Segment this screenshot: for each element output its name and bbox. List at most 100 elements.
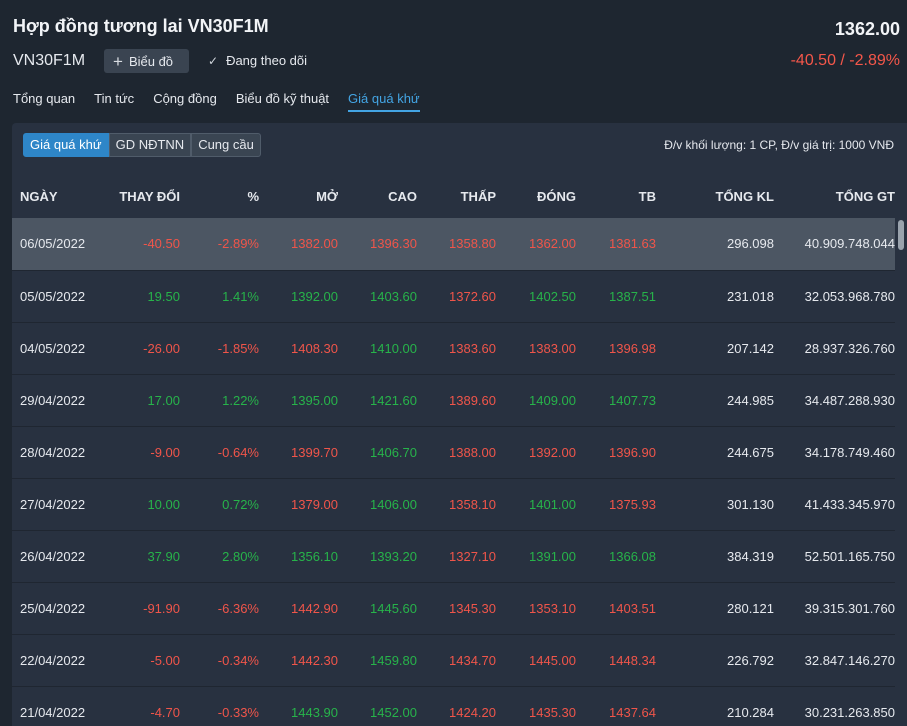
cell-total-volume: 244.675 — [656, 426, 774, 479]
cell-open: 1408.30 — [259, 322, 338, 375]
cell-low: 1434.70 — [417, 634, 496, 687]
cell-average: 1396.98 — [576, 322, 656, 375]
col-header-date[interactable]: NGÀY — [20, 188, 58, 204]
cell-close: 1409.00 — [496, 374, 576, 427]
cell-high: 1406.00 — [338, 478, 417, 531]
scrollbar-thumb[interactable] — [898, 220, 904, 250]
tab-technical-chart[interactable]: Biểu đồ kỹ thuật — [235, 91, 330, 106]
table-row[interactable]: 28/04/2022 -9.00 -0.64% 1399.70 1406.70 1388.… — [12, 426, 895, 479]
cell-total-value: 40.909.748.044 — [774, 218, 895, 271]
cell-open: 1399.70 — [259, 426, 338, 479]
table-header-row: NGÀY THAY ĐỔI % MỞ CAO THẤP ĐÓNG TB TỔNG… — [12, 174, 895, 218]
cell-high: 1406.70 — [338, 426, 417, 479]
cell-average: 1407.73 — [576, 374, 656, 427]
col-header-percent[interactable]: % — [247, 188, 259, 204]
tab-price-history[interactable]: Giá quá khứ — [348, 90, 420, 112]
tab-overview[interactable]: Tổng quan — [13, 91, 76, 106]
table-row[interactable]: 27/04/2022 10.00 0.72% 1379.00 1406.00 1358.1… — [12, 478, 895, 531]
cell-close: 1392.00 — [496, 426, 576, 479]
cell-average: 1448.34 — [576, 634, 656, 687]
last-price: 1362.00 — [834, 19, 900, 39]
check-icon: ✓ — [208, 53, 219, 68]
cell-total-volume: 296.098 — [656, 218, 774, 271]
tab-bar: Tổng quan Tin tức Cộng đồng Biểu đồ kỹ t… — [13, 90, 439, 112]
cell-open: 1392.00 — [259, 270, 338, 323]
cell-high: 1445.60 — [338, 582, 417, 635]
table-row[interactable]: 22/04/2022 -5.00 -0.34% 1442.30 1459.80 1434.… — [12, 634, 895, 687]
segment-supply-demand[interactable]: Cung cầu — [191, 133, 261, 157]
cell-close: 1401.00 — [496, 478, 576, 531]
cell-percent: 0.72% — [180, 478, 259, 531]
table-row[interactable]: 21/04/2022 -4.70 -0.33% 1443.90 1452.00 1424.… — [12, 686, 895, 726]
cell-total-value: 32.053.968.780 — [774, 270, 895, 323]
chart-button-label: Biểu đồ — [128, 53, 174, 69]
table-row[interactable]: 04/05/2022 -26.00 -1.85% 1408.30 1410.00 1383… — [12, 322, 895, 375]
cell-percent: 2.80% — [180, 530, 259, 583]
cell-total-volume: 226.792 — [656, 634, 774, 687]
cell-high: 1459.80 — [338, 634, 417, 687]
col-header-open[interactable]: MỞ — [316, 188, 338, 204]
cell-open: 1443.90 — [259, 686, 338, 726]
cell-date: 04/05/2022 — [12, 322, 102, 375]
table-row[interactable]: 29/04/2022 17.00 1.22% 1395.00 1421.60 1389.6… — [12, 374, 895, 427]
cell-low: 1389.60 — [417, 374, 496, 427]
cell-percent: -1.85% — [180, 322, 259, 375]
cell-open: 1395.00 — [259, 374, 338, 427]
cell-date: 27/04/2022 — [12, 478, 102, 531]
cell-percent: -6.36% — [180, 582, 259, 635]
history-panel: Giá quá khứ GD NĐTNN Cung cầu Đ/v khối l… — [12, 123, 907, 726]
cell-average: 1437.64 — [576, 686, 656, 726]
table-row[interactable]: 25/04/2022 -91.90 -6.36% 1442.90 1445.60 1345… — [12, 582, 895, 635]
col-header-total-volume[interactable]: TỔNG KL — [715, 188, 775, 204]
cell-low: 1383.60 — [417, 322, 496, 375]
cell-total-volume: 280.121 — [656, 582, 774, 635]
cell-average: 1387.51 — [576, 270, 656, 323]
col-header-high[interactable]: CAO — [388, 188, 417, 204]
col-header-change[interactable]: THAY ĐỔI — [119, 188, 180, 204]
segment-foreign-trading[interactable]: GD NĐTNN — [108, 133, 192, 157]
segment-price-history[interactable]: Giá quá khứ — [23, 133, 109, 157]
price-history-table: NGÀY THAY ĐỔI % MỞ CAO THẤP ĐÓNG TB TỔNG… — [12, 174, 895, 726]
cell-percent: -0.33% — [180, 686, 259, 726]
cell-percent: -0.34% — [180, 634, 259, 687]
cell-total-volume: 244.985 — [656, 374, 774, 427]
col-header-low[interactable]: THẤP — [460, 188, 496, 204]
cell-change: -26.00 — [102, 322, 180, 375]
cell-date: 06/05/2022 — [12, 218, 102, 271]
price-change: -40.50 / -2.89% — [790, 52, 900, 69]
cell-date: 26/04/2022 — [12, 530, 102, 583]
cell-open: 1379.00 — [259, 478, 338, 531]
table-row[interactable]: 05/05/2022 19.50 1.41% 1392.00 1403.60 1372.6… — [12, 270, 895, 323]
tab-news[interactable]: Tin tức — [94, 91, 135, 106]
page-title: Hợp đồng tương lai VN30F1M — [13, 16, 269, 36]
table-scrollbar[interactable] — [895, 218, 907, 726]
chart-button[interactable]: + Biểu đồ — [104, 49, 189, 73]
cell-open: 1442.30 — [259, 634, 338, 687]
cell-low: 1424.20 — [417, 686, 496, 726]
col-header-total-value[interactable]: TỔNG GT — [835, 188, 895, 204]
tab-community[interactable]: Cộng đồng — [153, 91, 217, 106]
col-header-average[interactable]: TB — [638, 188, 656, 204]
follow-toggle[interactable]: ✓ Đang theo dõi — [208, 53, 307, 68]
cell-high: 1403.60 — [338, 270, 417, 323]
cell-date: 25/04/2022 — [12, 582, 102, 635]
cell-high: 1393.20 — [338, 530, 417, 583]
cell-close: 1391.00 — [496, 530, 576, 583]
cell-total-value: 34.487.288.930 — [774, 374, 895, 427]
cell-change: -4.70 — [102, 686, 180, 726]
cell-total-volume: 384.319 — [656, 530, 774, 583]
plus-icon: + — [113, 51, 123, 71]
symbol-label: VN30F1M — [13, 52, 86, 69]
table-row[interactable]: 26/04/2022 37.90 2.80% 1356.10 1393.20 1327.1… — [12, 530, 895, 583]
cell-total-value: 30.231.263.850 — [774, 686, 895, 726]
cell-average: 1381.63 — [576, 218, 656, 271]
cell-percent: -0.64% — [180, 426, 259, 479]
cell-close: 1362.00 — [496, 218, 576, 271]
cell-total-volume: 210.284 — [656, 686, 774, 726]
cell-average: 1366.08 — [576, 530, 656, 583]
cell-low: 1358.80 — [417, 218, 496, 271]
table-row[interactable]: 06/05/2022 -40.50 -2.89% 1382.00 1396.30 1358… — [12, 218, 895, 271]
col-header-close[interactable]: ĐÓNG — [537, 188, 576, 204]
cell-date: 21/04/2022 — [12, 686, 102, 726]
cell-low: 1345.30 — [417, 582, 496, 635]
